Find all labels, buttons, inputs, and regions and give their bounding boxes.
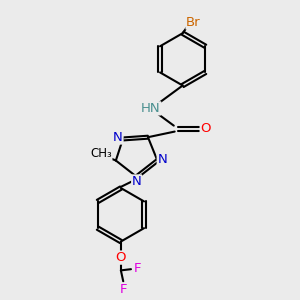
Text: HN: HN — [141, 102, 161, 115]
Text: CH₃: CH₃ — [90, 147, 112, 160]
Text: N: N — [157, 152, 167, 166]
Text: F: F — [119, 283, 127, 296]
Text: Br: Br — [186, 16, 201, 29]
Text: N: N — [132, 175, 142, 188]
Text: N: N — [113, 131, 123, 144]
Text: O: O — [200, 122, 211, 135]
Text: O: O — [116, 251, 126, 264]
Text: F: F — [134, 262, 142, 275]
